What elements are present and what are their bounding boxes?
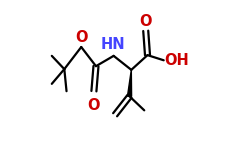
- Polygon shape: [128, 70, 132, 96]
- Text: HN: HN: [101, 37, 125, 52]
- Text: O: O: [75, 30, 88, 45]
- Text: O: O: [88, 98, 100, 113]
- Text: O: O: [139, 14, 152, 29]
- Text: OH: OH: [164, 53, 189, 68]
